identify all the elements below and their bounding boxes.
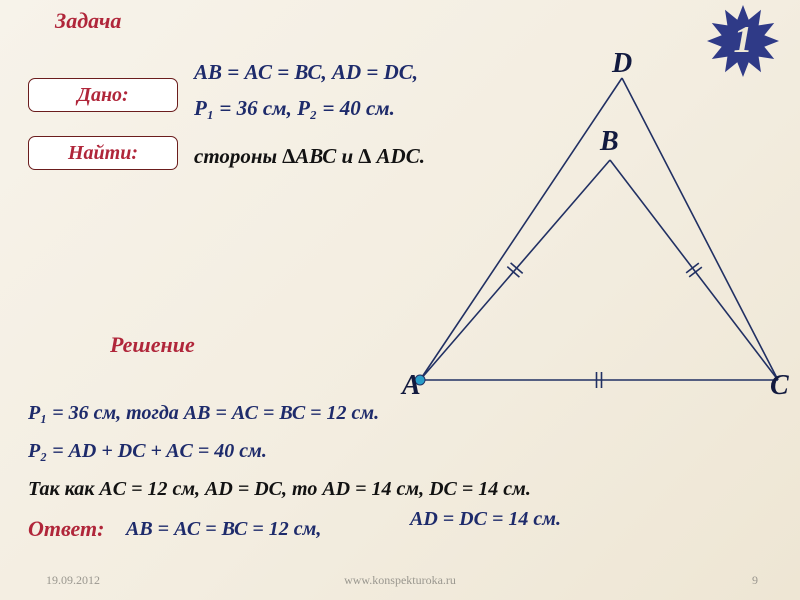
find-box: Найти: <box>28 136 178 170</box>
vertex-label-A: A <box>402 370 421 402</box>
solution-line-3: Так как АC = 12 см, АD = DС, то АD = 14 … <box>28 478 531 501</box>
triangle-diagram: A B C D <box>380 50 790 410</box>
answer-label: Ответ: <box>28 516 104 542</box>
given-line-2: Р₁ = 36 см, Р₂ = 40 см. <box>194 96 395 121</box>
solution-line-2: Р₂ = AD + DC + AC = 40 cм. <box>28 440 267 463</box>
footer-page: 9 <box>752 573 758 588</box>
footer-url: www.konspekturoka.ru <box>0 573 800 588</box>
title-solution: Решение <box>110 332 195 358</box>
answer-text-1: АВ = АС = ВС = 12 см, <box>126 518 321 541</box>
diagram-svg <box>380 50 790 410</box>
slide-content: Задача 1 Дано: Найти: АВ = АС = ВС, АD =… <box>0 0 800 600</box>
answer-text-2: АD = DС = 14 см. <box>410 508 561 531</box>
vertex-label-D: D <box>612 48 632 80</box>
solution-line-1: Р₁ = 36 см, тогда АВ = АС = ВС = 12 см. <box>28 402 379 425</box>
vertex-label-B: B <box>600 126 619 158</box>
given-box: Дано: <box>28 78 178 112</box>
title-task: Задача <box>55 8 121 34</box>
vertex-label-C: C <box>770 370 789 402</box>
